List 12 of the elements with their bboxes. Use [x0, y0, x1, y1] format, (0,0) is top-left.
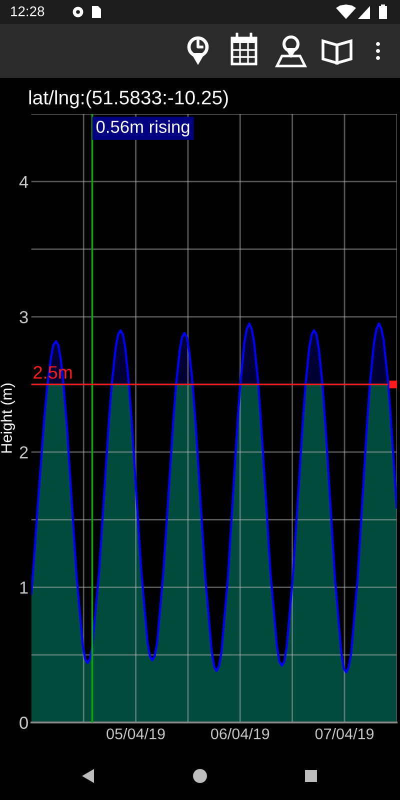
text: 12:28: [11, 6, 44, 16]
y-tick-label: 3: [20, 311, 28, 324]
x-tick-label: 05/04/19: [106, 728, 165, 740]
x-tick-label: 07/04/19: [315, 728, 374, 740]
x-tick-label: 06/04/19: [211, 728, 270, 740]
y-axis-title: Height (m): [0, 384, 15, 453]
ref-line-label: 0.56m rising: [96, 120, 190, 136]
y-tick-label: 2: [20, 446, 28, 458]
y-tick-label: 1: [20, 582, 28, 594]
chart-title: lat/lng:(51.5833:-10.25): [29, 90, 228, 108]
y-tick-label: 4: [19, 176, 28, 188]
y-tick-label: 0: [20, 716, 28, 729]
